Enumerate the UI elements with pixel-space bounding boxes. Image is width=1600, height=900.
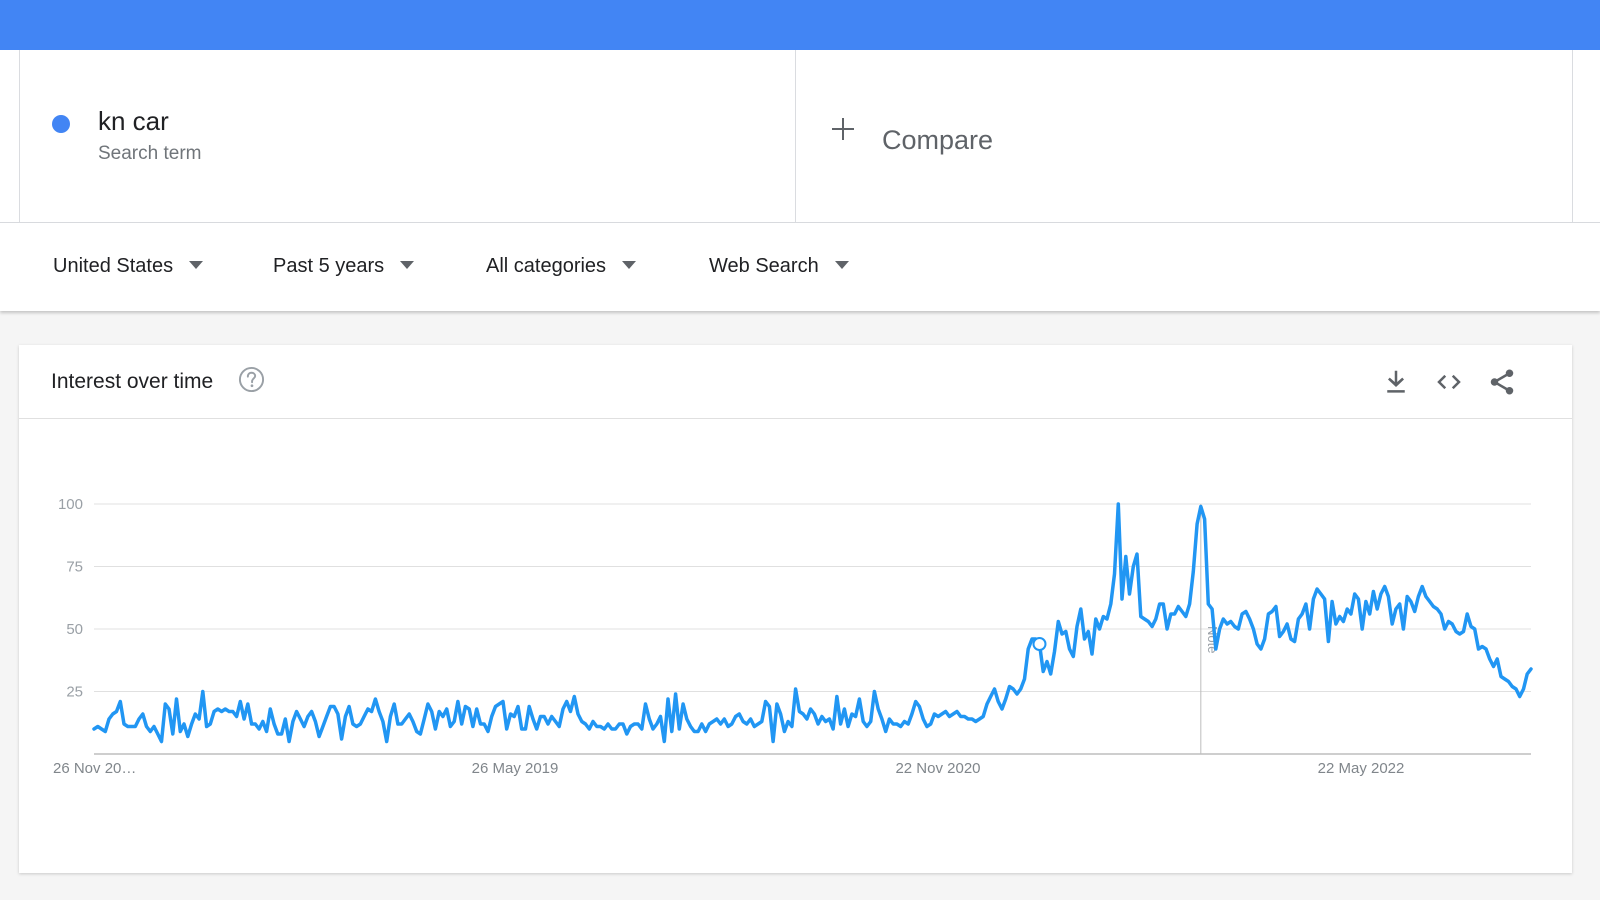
search-type-filter[interactable]: Web Search — [709, 255, 849, 278]
card-title: Interest over time — [51, 370, 214, 393]
search-type-filter-label: Web Search — [709, 255, 819, 277]
series-marker — [1032, 637, 1047, 651]
time-range-filter-label: Past 5 years — [273, 255, 385, 277]
series-line — [92, 502, 1533, 744]
download-icon[interactable] — [1381, 367, 1411, 397]
dropdown-arrow-icon — [622, 260, 637, 269]
share-icon[interactable] — [1487, 367, 1517, 397]
y-tick-label: 100 — [58, 496, 83, 513]
search-term-card[interactable]: kn car Search term — [19, 50, 796, 223]
region-filter[interactable]: United States — [53, 255, 204, 278]
interest-line-chart: 100 75 50 25 26 Nov 20… 26 May 2019 22 Nov 202… — [53, 496, 1533, 777]
plus-icon — [832, 118, 854, 140]
series-color-dot — [52, 115, 70, 133]
dropdown-arrow-icon — [834, 260, 849, 269]
time-range-filter[interactable]: Past 5 years — [273, 255, 415, 278]
y-tick-label: 50 — [66, 621, 83, 638]
compare-label: Compare — [882, 125, 994, 155]
dropdown-arrow-icon — [189, 260, 204, 269]
help-icon[interactable] — [238, 366, 265, 393]
top-app-bar — [0, 0, 1600, 50]
x-tick-label: 26 May 2019 — [472, 760, 559, 777]
y-tick-label: 25 — [66, 684, 83, 701]
search-terms-bar: kn car Search term Compare — [0, 50, 1600, 223]
region-filter-label: United States — [53, 255, 174, 277]
x-tick-label: 22 Nov 2020 — [895, 760, 980, 777]
search-term-type: Search term — [98, 143, 202, 164]
compare-button[interactable]: Compare — [796, 50, 1573, 223]
category-filter-label: All categories — [486, 255, 607, 277]
search-term-name: kn car — [98, 106, 169, 136]
x-tick-label: 26 Nov 20… — [53, 760, 136, 777]
dropdown-arrow-icon — [400, 260, 415, 269]
category-filter[interactable]: All categories — [486, 255, 637, 278]
card-header: Interest over time — [19, 345, 1572, 419]
interest-chart[interactable]: 100 75 50 25 26 Nov 20… 26 May 2019 22 Nov 202… — [19, 420, 1572, 873]
embed-icon[interactable] — [1434, 367, 1464, 397]
filter-bar: United States Past 5 years All categorie… — [0, 223, 1600, 311]
interest-over-time-card: Interest over time 100 75 50 25 26 Nov 20… 26… — [19, 345, 1572, 873]
x-tick-label: 22 May 2022 — [1318, 760, 1405, 777]
y-tick-label: 75 — [66, 559, 83, 576]
